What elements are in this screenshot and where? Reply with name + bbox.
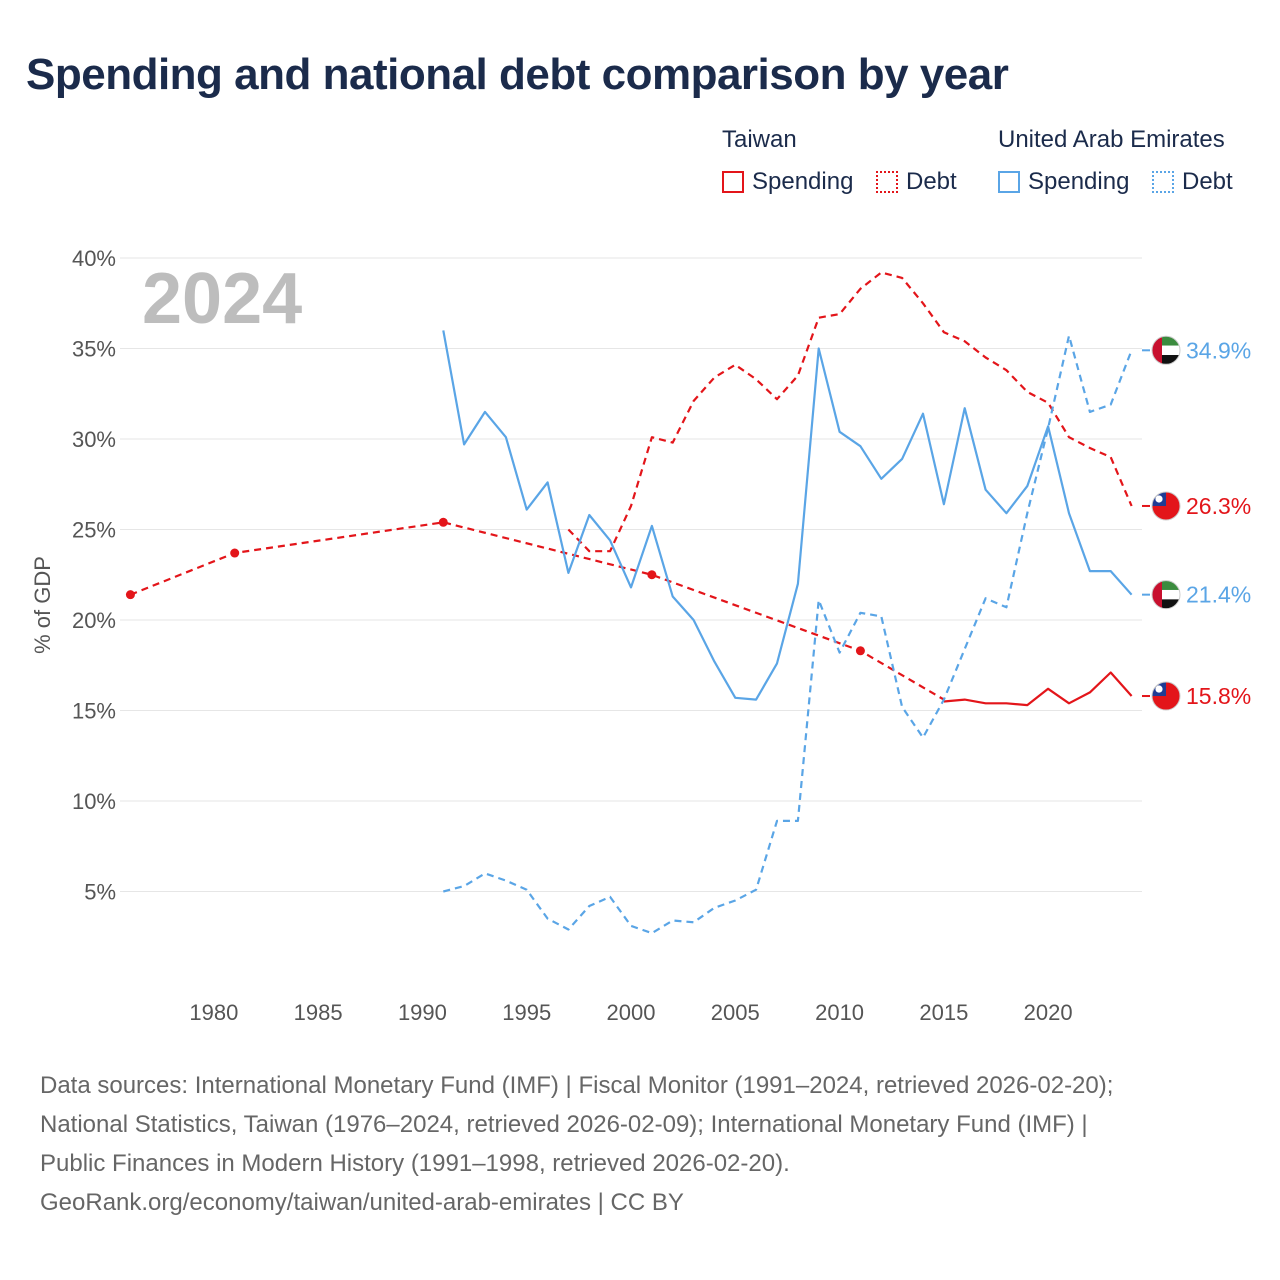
end-label-layer: 34.9% 26.3% 21.4% 15.8% bbox=[1142, 336, 1251, 710]
y-tick-label: 25% bbox=[72, 518, 116, 543]
end-value-label: 26.3% bbox=[1186, 493, 1251, 519]
taiwan-debt-line bbox=[129, 521, 945, 701]
y-tick-label: 35% bbox=[72, 337, 116, 362]
axis-layer: 5% 10% 15% 20% 25% 30% 35% 40% 1980 1985 1990 1995 2… bbox=[72, 246, 1073, 1025]
x-tick-label: 1990 bbox=[398, 1000, 447, 1025]
uae-spending-line bbox=[442, 330, 1133, 701]
series-layer bbox=[125, 271, 1133, 935]
uae-flag-icon bbox=[1152, 336, 1180, 364]
data-point bbox=[125, 590, 135, 600]
grid-layer bbox=[120, 257, 1142, 892]
y-tick-label: 20% bbox=[72, 608, 116, 633]
end-value-label: 21.4% bbox=[1186, 582, 1251, 608]
y-tick-label: 15% bbox=[72, 699, 116, 724]
footer-source-line: Data sources: International Monetary Fun… bbox=[40, 1072, 1114, 1099]
x-tick-label: 2000 bbox=[607, 1000, 656, 1025]
y-tick-label: 40% bbox=[72, 246, 116, 271]
y-tick-label: 5% bbox=[84, 880, 116, 905]
legend-swatch-solid bbox=[722, 171, 744, 193]
taiwan-spending-line bbox=[943, 671, 1133, 707]
legend-label: Debt bbox=[906, 168, 957, 195]
taiwan-flag-icon bbox=[1152, 682, 1180, 710]
x-tick-label: 2015 bbox=[919, 1000, 968, 1025]
legend-group-uae: United Arab Emirates bbox=[998, 126, 1225, 153]
uae-debt-line bbox=[443, 334, 1133, 935]
legend-label: Debt bbox=[1182, 168, 1233, 195]
legend-label: Spending bbox=[752, 168, 854, 195]
taiwan-flag-icon bbox=[1152, 492, 1180, 520]
footer: Data sources: International Monetary Fun… bbox=[40, 1066, 1113, 1222]
chart-title: Spending and national debt comparison by… bbox=[26, 50, 1009, 99]
uae-flag-icon bbox=[1152, 581, 1180, 609]
legend-swatch-dotted bbox=[876, 171, 898, 193]
end-value-label: 34.9% bbox=[1186, 337, 1251, 363]
x-tick-label: 2010 bbox=[815, 1000, 864, 1025]
legend-taiwan-debt[interactable]: Debt bbox=[876, 168, 957, 196]
legend-group-taiwan: Taiwan bbox=[722, 126, 797, 153]
footer-credit-link[interactable]: GeoRank.org/economy/taiwan/united-arab-e… bbox=[40, 1189, 684, 1216]
x-tick-label: 1995 bbox=[502, 1000, 551, 1025]
y-tick-label: 10% bbox=[72, 789, 116, 814]
x-tick-label: 1985 bbox=[294, 1000, 343, 1025]
legend-uae-spending[interactable]: Spending bbox=[998, 168, 1129, 196]
y-axis-title: % of GDP bbox=[30, 556, 55, 654]
data-point bbox=[855, 646, 865, 656]
legend-taiwan-spending[interactable]: Spending bbox=[722, 168, 853, 196]
footer-source-line: Public Finances in Modern History (1991–… bbox=[40, 1150, 790, 1177]
y-tick-label: 30% bbox=[72, 427, 116, 452]
year-watermark: 2024 bbox=[142, 259, 302, 339]
legend-swatch-solid bbox=[998, 171, 1020, 193]
x-tick-label: 1980 bbox=[189, 1000, 238, 1025]
x-tick-label: 2005 bbox=[711, 1000, 760, 1025]
legend-label: Spending bbox=[1028, 168, 1130, 195]
legend-swatch-dotted bbox=[1152, 171, 1174, 193]
end-value-label: 15.8% bbox=[1186, 683, 1251, 709]
data-point bbox=[230, 548, 240, 558]
data-point bbox=[438, 517, 448, 527]
line-chart: 5% 10% 15% 20% 25% 30% 35% 40% 1980 1985 1990 1995 2… bbox=[30, 246, 1251, 1025]
x-tick-label: 2020 bbox=[1024, 1000, 1073, 1025]
footer-source-line: National Statistics, Taiwan (1976–2024, … bbox=[40, 1111, 1088, 1138]
data-point bbox=[647, 570, 657, 580]
legend-uae-debt[interactable]: Debt bbox=[1152, 168, 1233, 196]
taiwan-debt-line bbox=[567, 271, 1133, 553]
